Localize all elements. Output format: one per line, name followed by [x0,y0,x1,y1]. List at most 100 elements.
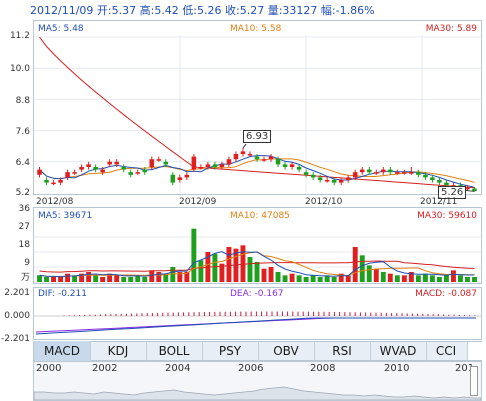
volume-bar [324,275,330,282]
volume-bar [142,277,148,282]
candle-body [359,169,365,173]
candle-body [177,177,183,180]
overview-year: 2002 [92,363,118,374]
volume-bar [198,260,204,282]
candle-body [212,164,218,167]
volume-bar [107,273,113,282]
macd-ytick: -2.201 [0,334,30,344]
volume-bar [51,277,56,282]
volume-bar [170,267,176,282]
price-ma10-label: MA10: 5.58 [230,24,282,34]
tab-obv[interactable]: OBV [258,341,315,361]
volume-chart [34,228,481,282]
overview-range-handle[interactable] [470,366,478,396]
volume-ma10-label: MA10: 47085 [230,211,290,221]
price-ytick: 10.0 [9,64,30,74]
volume-bar [44,277,49,282]
candle-body [402,172,407,174]
volume-bar [380,272,386,282]
candle-body [72,172,77,174]
candle-body [86,164,91,167]
candle-body [317,177,323,180]
volume-ytick: 27 [18,222,30,232]
candle-body [142,169,148,173]
volume-bar [472,277,477,282]
volume-bar [458,275,463,282]
price-xtick: 2012/09 [179,197,217,207]
volume-bar [240,245,246,282]
tab-macd[interactable]: MACD [34,341,91,361]
candle-body [430,177,435,180]
candle-body [254,156,260,160]
candle-body [51,182,56,185]
quote-open: 开:5.37 [96,4,137,17]
candle-body [184,174,190,178]
tab-rsi[interactable]: RSI [314,341,371,361]
candle-body [352,172,358,178]
candle-body [58,180,63,183]
volume-bar [415,275,421,282]
candle-body [416,172,421,175]
tab-kdj[interactable]: KDJ [90,341,147,361]
quote-change: 幅:-1.86% [320,4,375,17]
volume-bar [247,257,253,282]
candle-body [205,164,211,167]
price-xtick: 2012/11 [420,197,458,207]
overview-strip[interactable]: 2000 2002 2004 2006 2008 2010 201 [33,361,482,401]
quote-high: 高:5.42 [139,4,179,17]
volume-bar [212,253,218,282]
candle-body [114,161,119,165]
candle-body [331,180,337,183]
volume-unit: 万 [20,273,30,283]
price-xtick: 2012/08 [36,197,74,207]
overview-year: 2000 [36,363,62,374]
volume-bar [317,277,323,282]
overview-chart [34,386,481,400]
candle-body [275,159,281,165]
volume-ma5-line [39,251,475,278]
volume-ma30-line [39,260,475,273]
volume-bar [303,277,309,282]
macd-ytick: 2.201 [4,288,30,298]
volume-bar [128,277,134,282]
volume-bar [135,275,141,282]
candle-body [149,159,155,167]
candle-body [233,154,239,160]
volume-ma5-label: MA5: 39671 [38,211,93,221]
volume-ytick: 9 [24,258,30,268]
quote-volume: 量:33127 [267,4,318,17]
candle-body [156,159,162,161]
volume-bar [219,263,225,282]
volume-bar [121,277,127,282]
volume-bar [72,275,78,282]
candle-body [79,167,84,170]
tab-boll[interactable]: BOLL [146,341,203,361]
volume-bar [37,275,42,282]
candle-body [465,187,470,190]
overview-silhouette [34,386,481,400]
volume-bar [373,268,379,282]
tab-wvad[interactable]: WVAD [370,341,427,361]
candle-body [121,167,126,170]
volume-bar [226,247,232,282]
overview-year: 2004 [165,363,191,374]
candle-body [37,169,42,175]
volume-bar [394,275,400,282]
high-marker: 6.93 [243,130,272,143]
candle-body [128,172,133,175]
tabbar-scroll-handle[interactable] [467,342,482,360]
price-ytick: 6.4 [15,158,30,168]
volume-bar [422,273,428,282]
macd-dif-label: DIF: -0.211 [38,289,87,299]
volume-bar [387,273,393,282]
tab-cci[interactable]: CCI [435,344,457,358]
candle-body [191,156,197,170]
volume-bar [58,277,64,282]
ma30-line [39,36,475,189]
volume-bar [184,272,190,282]
candle-body [226,159,232,165]
tab-psy[interactable]: PSY [202,341,259,361]
volume-bar [331,277,337,282]
volume-bar [100,277,106,282]
candle-body [345,177,351,180]
